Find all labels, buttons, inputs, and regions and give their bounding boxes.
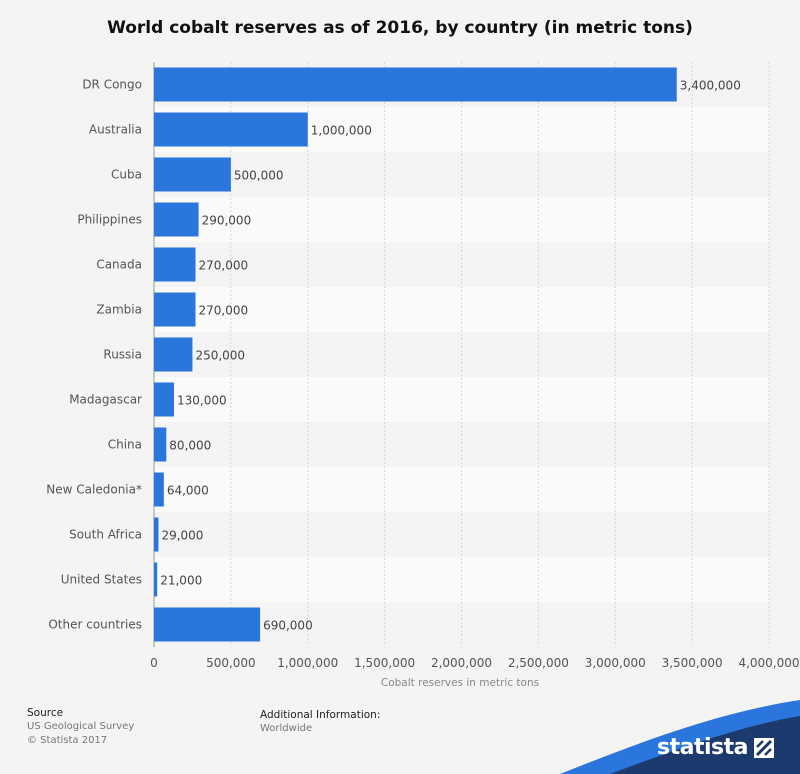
bar-canada[interactable] (154, 247, 196, 282)
category-label: Other countries (48, 618, 142, 632)
bar-south-africa[interactable] (154, 517, 159, 552)
bars (154, 67, 677, 642)
source-heading: Source (27, 707, 64, 719)
footer-additional-info: Additional Information: Worldwide (260, 708, 380, 736)
data-label: 130,000 (177, 394, 227, 408)
data-label: 270,000 (199, 259, 249, 273)
data-label: 290,000 (202, 214, 252, 228)
footer-source: Source US Geological Survey © Statista 2… (27, 706, 134, 748)
bar-china[interactable] (154, 427, 167, 462)
data-label: 270,000 (199, 304, 249, 318)
data-label: 29,000 (161, 529, 203, 543)
bar-new-caledonia[interactable] (154, 472, 164, 507)
bar-other-countries[interactable] (154, 607, 261, 642)
statista-logo[interactable]: statista (657, 735, 774, 760)
row-band (154, 467, 769, 512)
x-tick-label: 0 (150, 656, 158, 670)
bar-australia[interactable] (154, 112, 308, 147)
bar-zambia[interactable] (154, 292, 196, 327)
data-label: 500,000 (234, 169, 284, 183)
bar-cuba[interactable] (154, 157, 231, 192)
chart-title: World cobalt reserves as of 2016, by cou… (107, 18, 693, 38)
additional-info-heading[interactable]: Additional Information: (260, 709, 381, 721)
category-label: South Africa (69, 528, 142, 542)
category-label: Canada (96, 258, 142, 272)
bar-philippines[interactable] (154, 202, 199, 237)
category-label: Zambia (96, 303, 142, 317)
category-label: DR Congo (82, 78, 142, 92)
x-tick-label: 2,000,000 (431, 656, 492, 670)
category-label: Madagascar (69, 393, 142, 407)
x-tick-label: 1,500,000 (354, 656, 415, 670)
x-tick-labels: 0 500,000 1,000,000 1,500,000 2,000,000 2,500… (150, 656, 799, 670)
additional-info-value: Worldwide (260, 723, 313, 734)
bar-russia[interactable] (154, 337, 193, 372)
x-tick-label: 500,000 (206, 656, 256, 670)
category-label: Philippines (77, 213, 142, 227)
bar-united-states[interactable] (154, 562, 158, 597)
brand-name: statista (657, 735, 748, 760)
category-labels: DR Congo Australia Cuba Philippines Canada Za… (46, 78, 142, 632)
statista-logo-icon (754, 737, 774, 758)
category-label: New Caledonia* (46, 483, 142, 497)
copyright-line: © Statista 2017 (27, 735, 108, 746)
category-label: Russia (103, 348, 142, 362)
data-label: 64,000 (167, 484, 209, 498)
x-tick-label: 3,500,000 (662, 656, 723, 670)
row-band (154, 422, 769, 467)
category-label: China (108, 438, 142, 452)
x-axis-label: Cobalt reserves in metric tons (381, 677, 539, 689)
data-label: 80,000 (169, 439, 211, 453)
bar-madagascar[interactable] (154, 382, 174, 417)
bar-dr-congo[interactable] (154, 67, 677, 102)
data-label: 3,400,000 (680, 79, 741, 93)
x-tick-label: 3,000,000 (585, 656, 646, 670)
data-label: 21,000 (160, 574, 202, 588)
x-tick-label: 4,000,000 (738, 656, 799, 670)
source-line[interactable]: US Geological Survey (27, 721, 135, 732)
category-label: Australia (89, 123, 142, 137)
data-label: 690,000 (263, 619, 313, 633)
category-label: Cuba (111, 168, 142, 182)
data-label: 1,000,000 (311, 124, 372, 138)
category-label: United States (61, 573, 142, 587)
x-tick-label: 2,500,000 (508, 656, 569, 670)
x-tick-label: 1,000,000 (277, 656, 338, 670)
value-labels: 3,400,000 1,000,000 500,000 290,000 270,000 2… (160, 79, 741, 633)
data-label: 250,000 (195, 349, 245, 363)
